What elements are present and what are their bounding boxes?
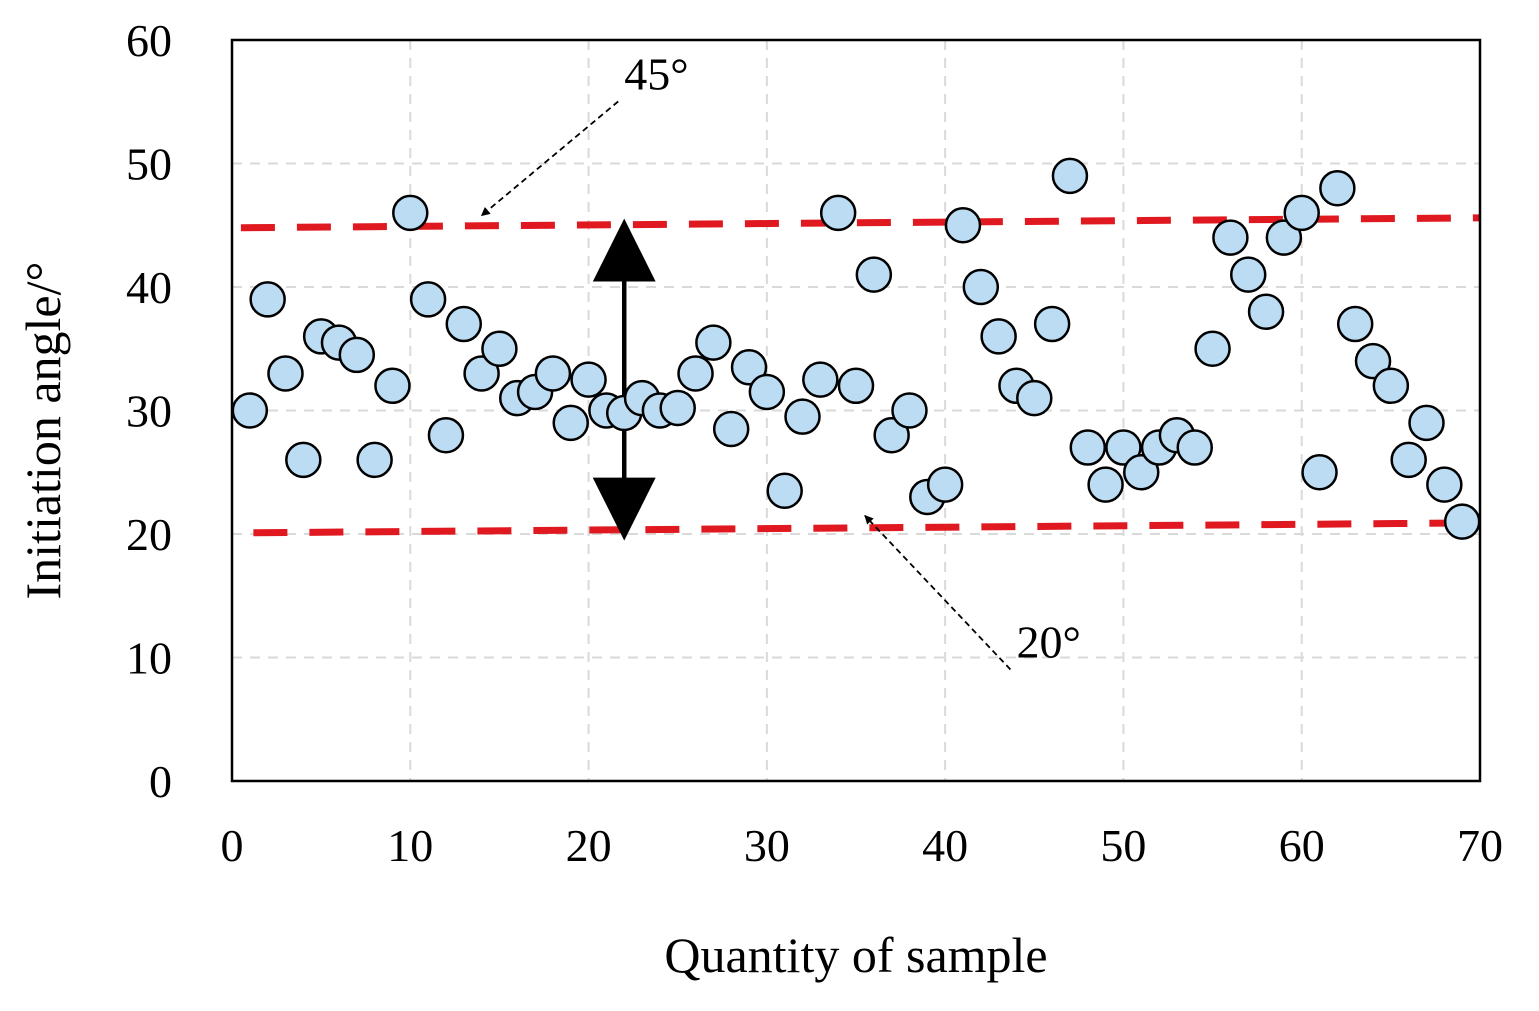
y-tick-label: 10 xyxy=(126,633,172,684)
data-point xyxy=(1194,330,1231,367)
data-point xyxy=(409,281,447,318)
y-tick-label: 50 xyxy=(126,139,172,190)
data-point xyxy=(1301,454,1338,491)
y-tick-label: 20 xyxy=(126,509,172,560)
reference-lines xyxy=(240,214,1481,537)
data-point xyxy=(1087,466,1124,503)
data-point xyxy=(1319,169,1356,207)
data-point xyxy=(1229,256,1267,293)
x-tick-label: 50 xyxy=(1100,820,1146,871)
y-tick-label: 40 xyxy=(126,262,172,313)
data-point xyxy=(570,361,607,398)
data-point xyxy=(445,305,483,343)
data-point xyxy=(712,410,750,448)
data-point xyxy=(1283,194,1320,232)
x-tick-label: 70 xyxy=(1457,820,1503,871)
data-point xyxy=(1105,429,1142,466)
data-point xyxy=(1372,367,1410,405)
annotation-label: 45° xyxy=(624,48,688,99)
data-points xyxy=(231,157,1481,540)
data-point xyxy=(356,441,393,479)
data-point xyxy=(962,268,1000,306)
data-point xyxy=(1033,305,1071,343)
x-axis-title: Quantity of sample xyxy=(664,927,1047,983)
data-point xyxy=(1408,404,1445,442)
y-tick-label: 30 xyxy=(126,386,172,437)
data-point xyxy=(1016,379,1053,417)
data-point xyxy=(802,361,839,398)
data-point xyxy=(659,389,696,427)
data-point xyxy=(926,466,964,503)
data-point xyxy=(1354,342,1392,380)
data-point xyxy=(891,392,928,429)
annotation-arrow xyxy=(864,514,1012,671)
data-point xyxy=(285,441,322,479)
data-point xyxy=(730,349,768,386)
data-point xyxy=(1426,466,1463,503)
data-point xyxy=(944,207,982,244)
data-point xyxy=(1265,219,1303,256)
y-tick-label: 0 xyxy=(149,756,172,807)
data-point xyxy=(1069,429,1107,466)
y-tick-labels: 0 10 20 30 40 50 60 xyxy=(126,15,172,807)
data-point xyxy=(766,472,803,510)
grid xyxy=(232,40,1480,781)
data-point xyxy=(534,355,572,392)
data-point xyxy=(784,398,821,435)
x-tick-label: 20 xyxy=(566,820,612,871)
data-point xyxy=(481,330,518,367)
data-point xyxy=(873,416,910,454)
y-tick-label: 60 xyxy=(126,15,172,66)
data-point xyxy=(748,373,786,411)
data-point xyxy=(855,256,893,293)
data-point xyxy=(249,281,286,318)
x-tick-label: 30 xyxy=(744,820,790,871)
y-axis-title: Initiation angle/° xyxy=(15,262,71,600)
data-point xyxy=(427,416,465,454)
x-tick-label: 40 xyxy=(922,820,968,871)
plot-frame xyxy=(230,38,1482,783)
reference-line xyxy=(240,214,1481,232)
data-point xyxy=(1390,441,1427,479)
annotation-label: 20° xyxy=(1016,617,1080,668)
x-tick-label: 60 xyxy=(1279,820,1325,871)
data-point xyxy=(267,355,304,392)
data-point xyxy=(695,324,732,361)
x-tick-label: 10 xyxy=(387,820,433,871)
data-point xyxy=(392,194,429,232)
reference-line xyxy=(253,519,1481,537)
data-point xyxy=(677,355,714,392)
data-point xyxy=(552,404,589,442)
annotation-arrow xyxy=(480,100,619,217)
data-point xyxy=(338,336,376,374)
annotations: 45° 20° xyxy=(480,48,1081,671)
data-point xyxy=(1176,429,1213,466)
data-point xyxy=(1051,157,1089,195)
data-point xyxy=(819,194,857,232)
data-point xyxy=(231,392,269,429)
data-point xyxy=(1247,293,1285,330)
data-point xyxy=(374,367,411,405)
data-point xyxy=(1336,305,1374,343)
data-point xyxy=(1123,454,1160,491)
data-point xyxy=(837,367,875,405)
x-tick-label: 0 xyxy=(221,820,244,871)
x-tick-labels: 0 10 20 30 40 50 60 70 xyxy=(221,820,1504,871)
data-point xyxy=(980,318,1017,355)
data-point xyxy=(1443,503,1481,540)
data-point xyxy=(463,355,500,392)
data-point xyxy=(1212,219,1249,256)
